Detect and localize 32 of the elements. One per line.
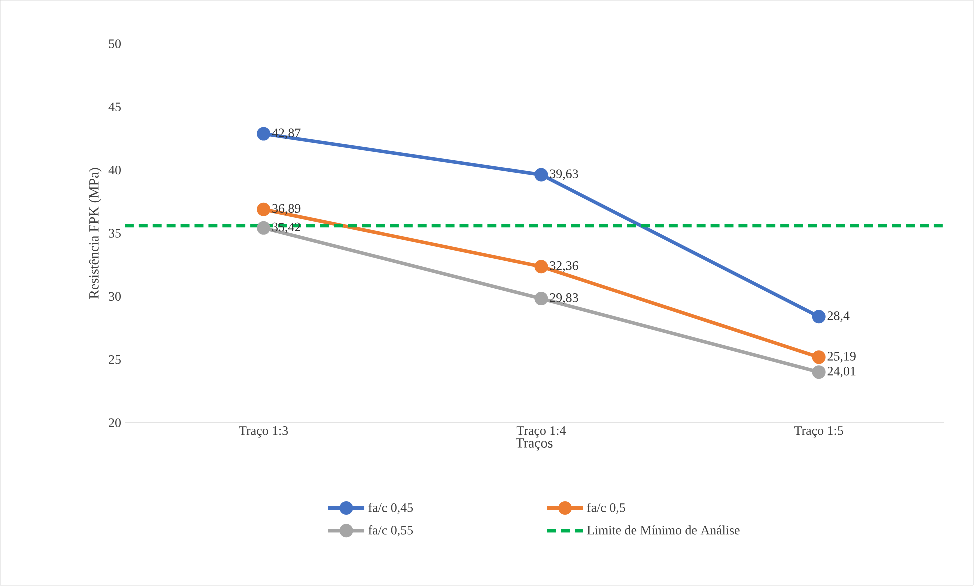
data-label: 29,83 bbox=[550, 294, 578, 304]
data-label: 32,36 bbox=[550, 262, 578, 272]
data-label: 25,19 bbox=[828, 352, 856, 363]
y-tick-label: 50 bbox=[109, 40, 121, 48]
point bbox=[257, 221, 271, 235]
point bbox=[812, 310, 826, 324]
y-tick-label: 25 bbox=[109, 355, 121, 364]
y-tick-label: 30 bbox=[109, 292, 121, 302]
x-tick-label: Traço 1:5 bbox=[794, 426, 844, 438]
x-tick-label: Traço 1:3 bbox=[239, 426, 288, 438]
point bbox=[257, 127, 271, 141]
point bbox=[257, 202, 271, 216]
x-axis-title: Traços bbox=[516, 438, 553, 451]
data-label: 24,01 bbox=[828, 367, 856, 378]
data-label: 28,4 bbox=[828, 312, 850, 322]
legend-label: fa/c 0,5 bbox=[587, 502, 626, 514]
y-tick-label: 20 bbox=[109, 418, 121, 428]
point bbox=[812, 350, 826, 364]
legend-label: fa/c 0,55 bbox=[368, 526, 414, 537]
y-tick-label: 40 bbox=[108, 166, 121, 175]
y-tick-label: 45 bbox=[108, 102, 121, 112]
point bbox=[534, 260, 548, 274]
legend-label: fa/c 0,45 bbox=[368, 502, 414, 514]
y-axis-title: Resistência FPK (MPa) bbox=[89, 168, 102, 299]
legend-label: Limite de Mínimo de Análise bbox=[587, 526, 740, 535]
x-tick-label: Traço 1:4 bbox=[516, 426, 566, 438]
point bbox=[534, 168, 548, 182]
point bbox=[534, 292, 548, 306]
point bbox=[812, 366, 826, 380]
data-label: 36,89 bbox=[272, 204, 301, 215]
data-label: 39,63 bbox=[550, 170, 578, 180]
y-tick-label: 35 bbox=[109, 229, 121, 238]
